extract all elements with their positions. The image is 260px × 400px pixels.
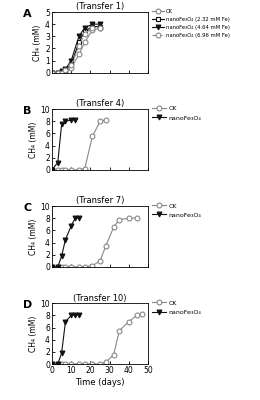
Legend: CK, nanoFe₃O₄: CK, nanoFe₃O₄ bbox=[152, 203, 201, 218]
Text: C: C bbox=[23, 203, 31, 213]
Title: (Transfer 1): (Transfer 1) bbox=[76, 2, 124, 11]
Y-axis label: CH₄ (mM): CH₄ (mM) bbox=[33, 24, 42, 60]
Text: A: A bbox=[23, 9, 32, 19]
Legend: CK, nanoFe₃O₄: CK, nanoFe₃O₄ bbox=[152, 300, 201, 315]
Text: B: B bbox=[23, 106, 31, 116]
X-axis label: Time (days): Time (days) bbox=[75, 378, 125, 387]
Title: (Transfer 4): (Transfer 4) bbox=[76, 99, 124, 108]
Title: (Transfer 7): (Transfer 7) bbox=[76, 196, 124, 206]
Y-axis label: CH₄ (mM): CH₄ (mM) bbox=[29, 218, 37, 255]
Y-axis label: CH₄ (mM): CH₄ (mM) bbox=[29, 121, 37, 158]
Legend: CK, nanoFe₃O₄ (2.32 mM Fe), nanoFe₃O₄ (4.64 mM Fe), nanoFe₃O₄ (6.96 mM Fe): CK, nanoFe₃O₄ (2.32 mM Fe), nanoFe₃O₄ (4… bbox=[152, 9, 230, 38]
Y-axis label: CH₄ (mM): CH₄ (mM) bbox=[29, 316, 37, 352]
Title: (Transfer 10): (Transfer 10) bbox=[73, 294, 127, 302]
Legend: CK, nanoFe₃O₄: CK, nanoFe₃O₄ bbox=[152, 106, 201, 120]
Text: D: D bbox=[23, 300, 32, 310]
